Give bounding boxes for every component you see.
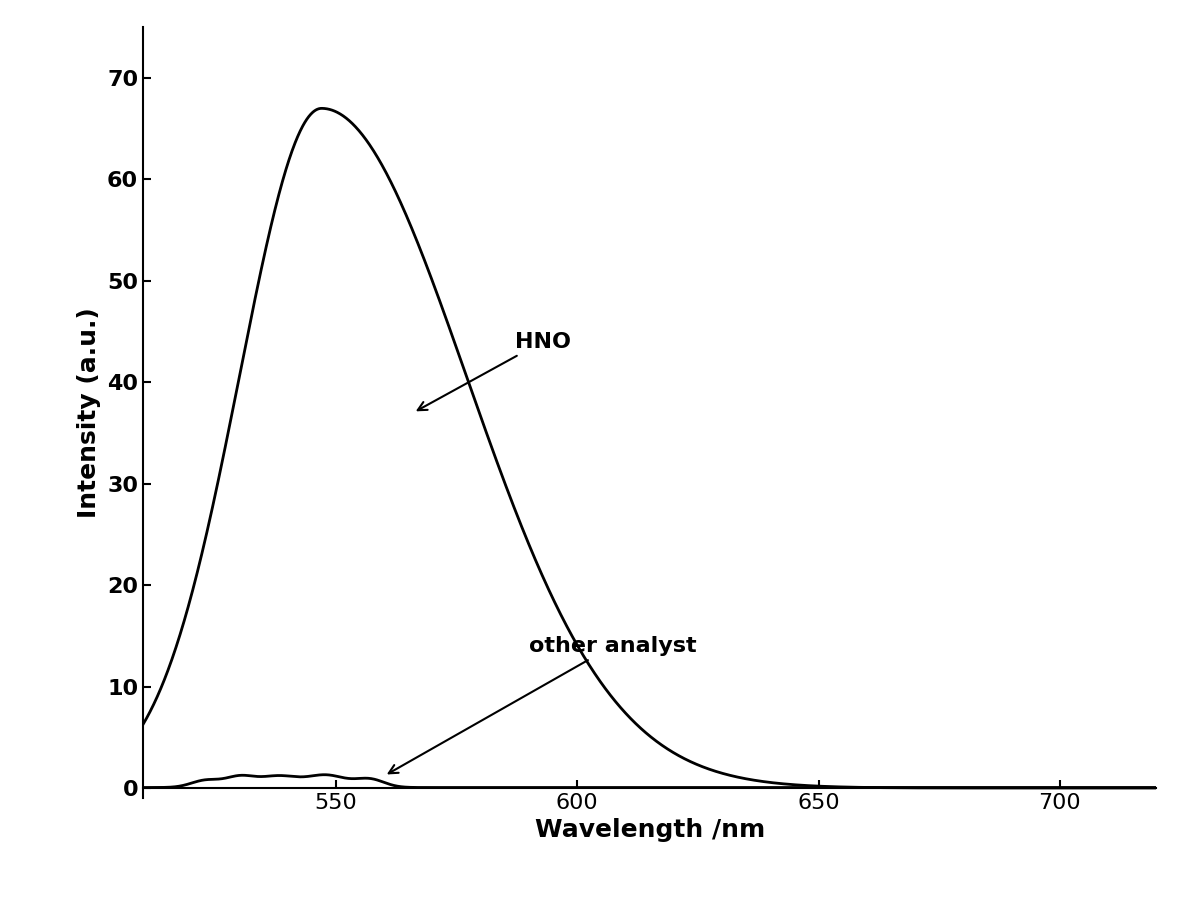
Text: other analyst: other analyst bbox=[389, 636, 696, 774]
Y-axis label: Intensity (a.u.): Intensity (a.u.) bbox=[77, 307, 101, 518]
Text: HNO: HNO bbox=[417, 332, 571, 410]
X-axis label: Wavelength /nm: Wavelength /nm bbox=[534, 818, 765, 843]
